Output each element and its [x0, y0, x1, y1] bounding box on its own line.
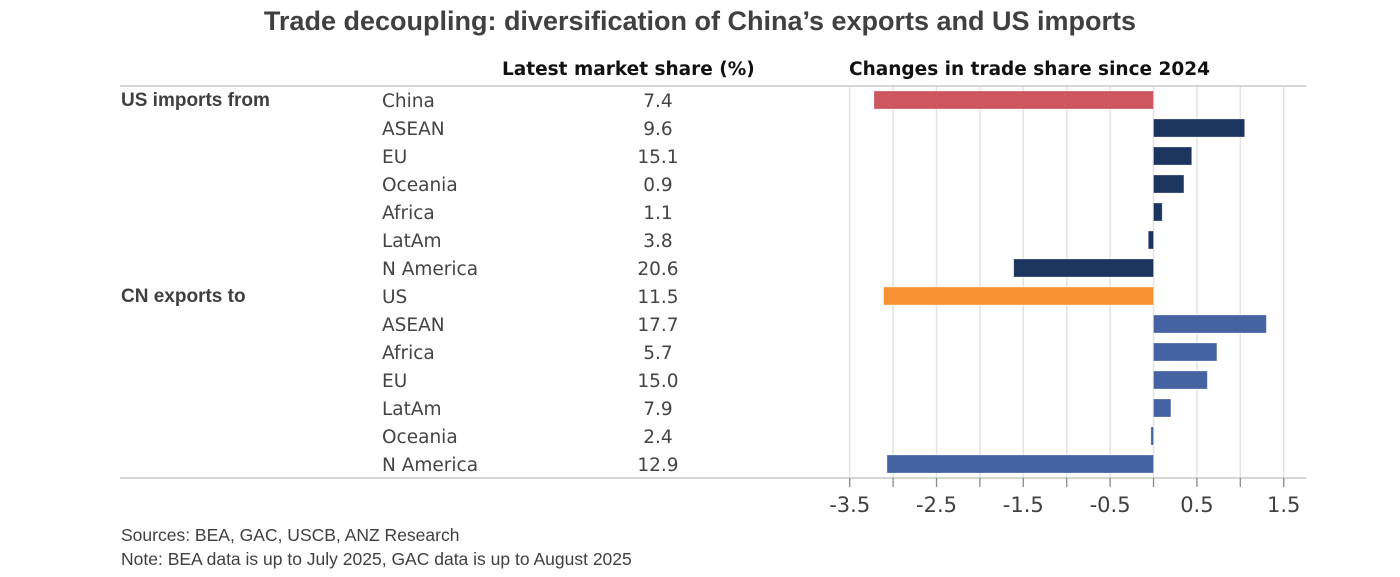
region-label: ASEAN	[382, 119, 445, 140]
x-tick-label: -2.5	[916, 493, 957, 517]
bar-us-imports-from-n-america	[1013, 258, 1154, 278]
market-share-value: 1.1	[643, 203, 672, 224]
bars	[873, 90, 1267, 474]
bar-us-imports-from-oceania	[1153, 174, 1185, 194]
bar-us-imports-from-africa	[1153, 202, 1163, 222]
region-label: LatAm	[382, 399, 442, 420]
bar-cn-exports-to-oceania	[1150, 426, 1154, 446]
market-share-value: 9.6	[643, 119, 672, 140]
market-share-value: 2.4	[643, 427, 672, 448]
x-tick-label: -1.5	[1003, 493, 1044, 517]
bar-cn-exports-to-asean	[1153, 314, 1267, 334]
region-label: Oceania	[382, 427, 458, 448]
x-tick-label: -3.5	[829, 493, 870, 517]
x-axis-ticks: -3.5 -2.5 -1.5 -0.5 0.5 1.5	[829, 478, 1300, 517]
market-share-value: 5.7	[643, 343, 672, 364]
column-header-change: Changes in trade share since 2024	[849, 59, 1211, 80]
market-share-value: 15.1	[637, 147, 678, 168]
data-note: Note: BEA data is up to July 2025, GAC d…	[121, 549, 632, 569]
bar-cn-exports-to-n-america	[886, 454, 1154, 474]
market-share-value: 7.4	[643, 91, 672, 112]
market-share-value: 20.6	[637, 259, 678, 280]
group-label: US imports from	[121, 90, 270, 111]
region-label: Oceania	[382, 175, 458, 196]
bar-us-imports-from-eu	[1153, 146, 1193, 166]
region-label: EU	[382, 371, 407, 392]
market-share-value: 11.5	[637, 287, 678, 308]
bar-cn-exports-to-africa	[1153, 342, 1218, 362]
x-tick-label: 1.5	[1267, 493, 1300, 517]
market-share-value: 3.8	[643, 231, 672, 252]
chart-title: Trade decoupling: diversification of Chi…	[263, 6, 1137, 36]
bar-us-imports-from-latam	[1147, 230, 1154, 250]
region-label: N America	[382, 455, 478, 476]
x-tick-label: -0.5	[1090, 493, 1131, 517]
region-label: ASEAN	[382, 315, 445, 336]
region-label: LatAm	[382, 231, 442, 252]
column-header-market-share: Latest market share (%)	[502, 59, 755, 80]
market-share-value: 15.0	[637, 371, 678, 392]
market-share-value: 17.7	[637, 315, 678, 336]
group-label: CN exports to	[121, 286, 246, 307]
table-rows: US imports from China 7.4 ASEAN 9.6 EU 15.1 Oce…	[121, 90, 679, 476]
bar-us-imports-from-china	[873, 90, 1154, 110]
bar-cn-exports-to-latam	[1153, 398, 1172, 418]
region-label: Africa	[382, 343, 435, 364]
gridlines	[848, 86, 1285, 478]
region-label: N America	[382, 259, 478, 280]
region-label: EU	[382, 147, 407, 168]
region-label: China	[382, 91, 435, 112]
bar-cn-exports-to-eu	[1153, 370, 1208, 390]
bar-us-imports-from-asean	[1153, 118, 1246, 138]
bar-cn-exports-to-us	[883, 286, 1154, 306]
market-share-value: 7.9	[643, 399, 672, 420]
sources-note: Sources: BEA, GAC, USCB, ANZ Research	[121, 525, 460, 545]
region-label: US	[382, 287, 407, 308]
market-share-value: 12.9	[637, 455, 678, 476]
x-tick-label: 0.5	[1180, 493, 1213, 517]
market-share-value: 0.9	[643, 175, 672, 196]
region-label: Africa	[382, 203, 435, 224]
